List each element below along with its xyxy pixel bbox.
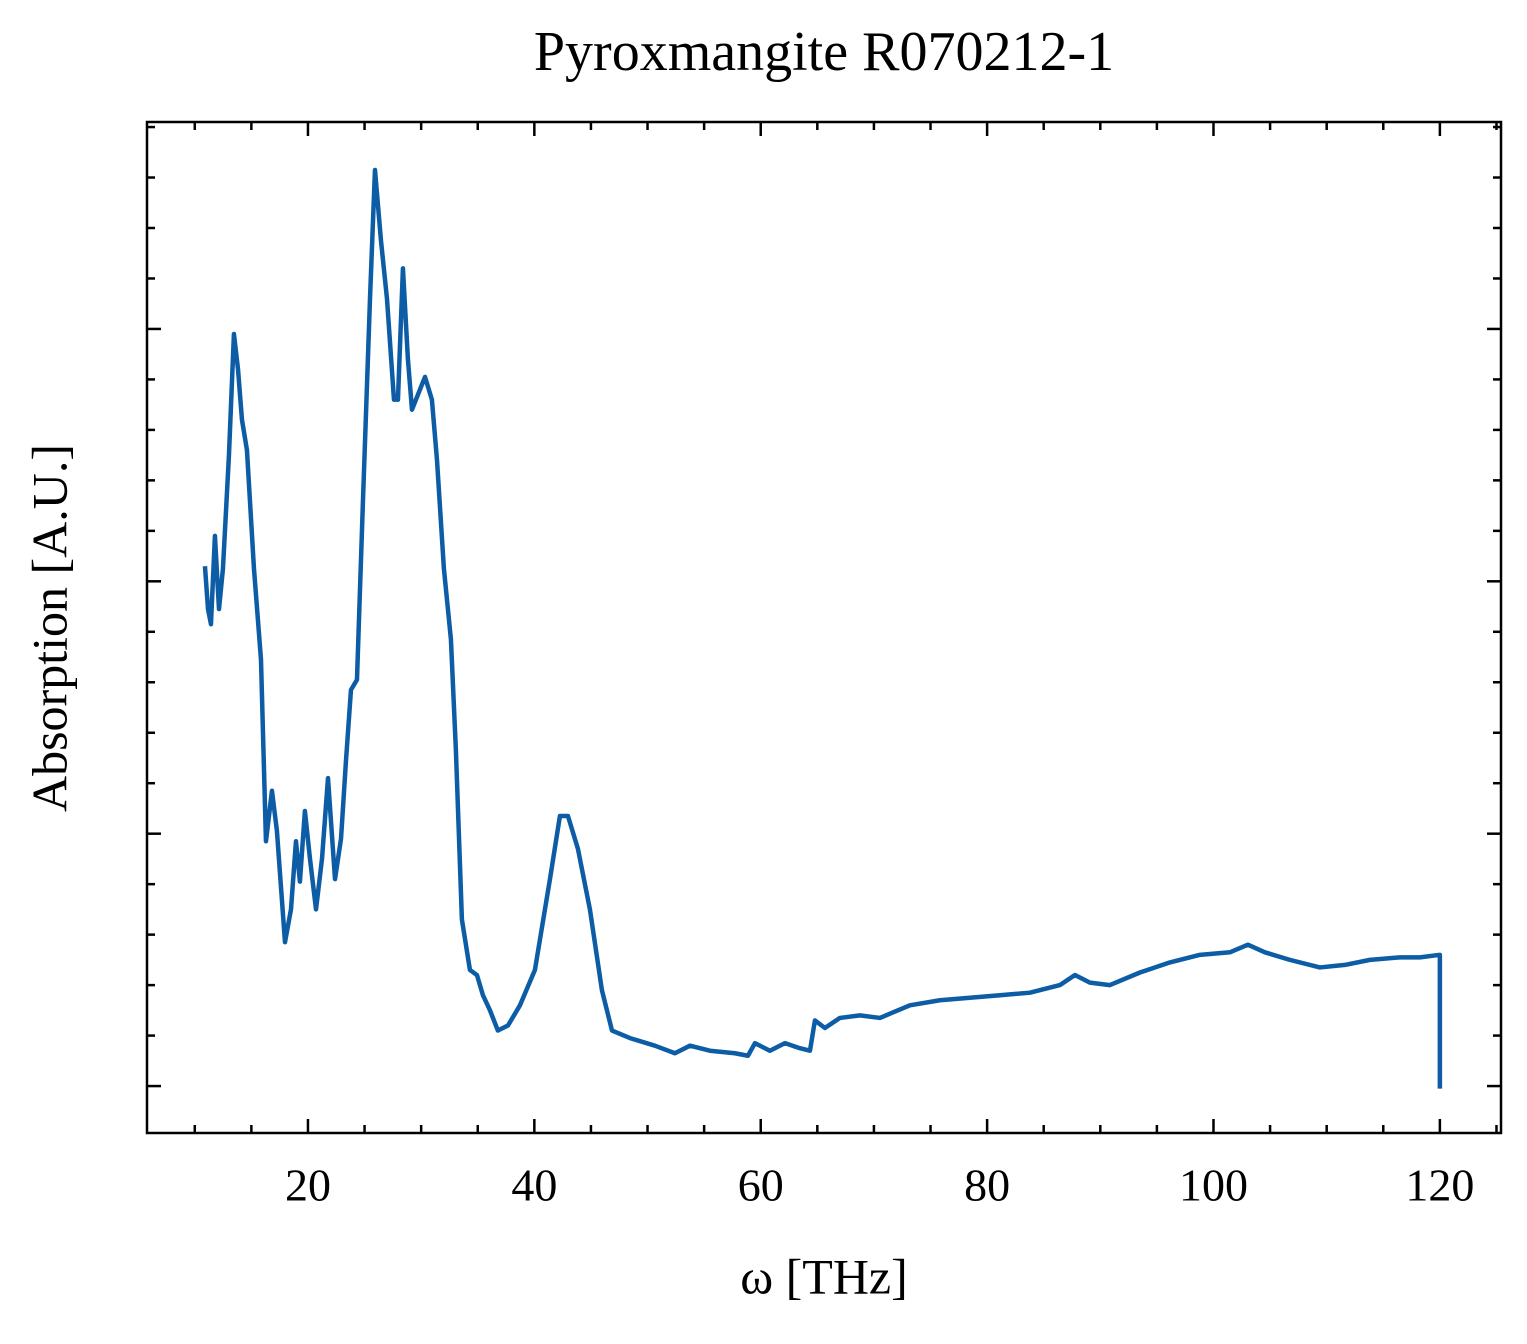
x-tick-label: 80 <box>964 1160 1010 1211</box>
chart-title: Pyroxmangite R070212-1 <box>534 21 1114 83</box>
x-tick-label: 100 <box>1179 1160 1248 1211</box>
x-tick-label: 40 <box>511 1160 557 1211</box>
y-axis-label: Absorption [A.U.] <box>21 444 77 812</box>
data-line <box>202 167 1443 1089</box>
plot-frame <box>145 120 1503 1135</box>
x-axis-label: ω [THz] <box>740 1248 908 1304</box>
x-tick-label: 20 <box>285 1160 331 1211</box>
x-tick-label: 60 <box>738 1160 784 1211</box>
x-tick-label: 120 <box>1405 1160 1474 1211</box>
